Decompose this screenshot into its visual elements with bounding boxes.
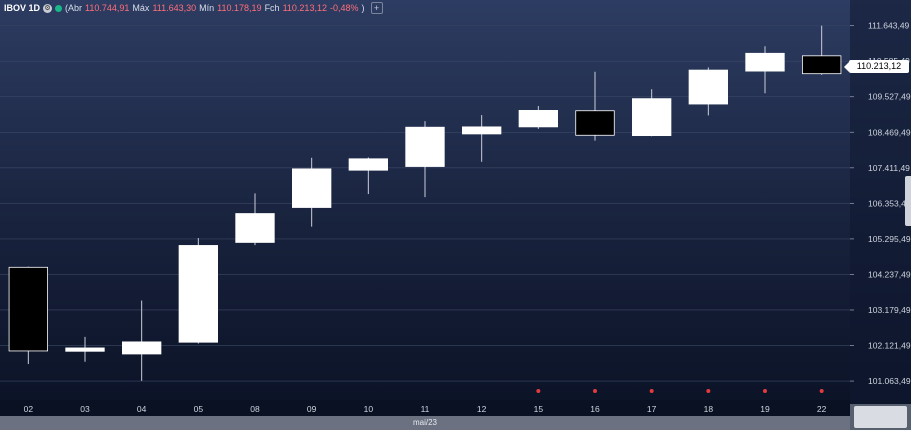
x-tick-label: 11: [421, 404, 430, 414]
candle-body-down: [802, 55, 842, 75]
x-tick-label: 08: [250, 404, 260, 414]
x-tick-label: 15: [534, 404, 544, 414]
low-value: 110.178,19: [217, 3, 262, 13]
candle-body-up: [632, 98, 672, 137]
close-value: 110.213,12: [282, 3, 327, 13]
low-label: Mín: [199, 3, 215, 13]
event-marker: [706, 389, 711, 393]
candle-body-up: [745, 52, 785, 72]
symbol-label[interactable]: IBOV 1D: [4, 3, 41, 13]
price-scale-handle[interactable]: [905, 176, 911, 226]
event-marker: [763, 389, 767, 393]
y-tick-label: 107.411,49: [868, 163, 910, 173]
y-tick-label: 105.295,49: [868, 234, 911, 244]
x-tick-label: 03: [80, 404, 90, 414]
y-tick-label: 111.643,49: [868, 21, 910, 31]
ohlc-legend: IBOV 1D ⚙ (Abr 110.744,91 Máx 111.643,30…: [4, 1, 383, 15]
open-label: (Abr: [65, 3, 83, 13]
x-tick-label: 12: [477, 404, 487, 414]
scale-settings-button[interactable]: [854, 406, 907, 428]
y-tick-label: 103.179,49: [868, 305, 911, 315]
y-tick-label: 109.527,49: [868, 92, 911, 102]
high-label: Máx: [132, 3, 150, 13]
open-value: 110.744,91: [85, 3, 130, 13]
candle-body-up: [518, 110, 558, 128]
settings-icon[interactable]: ⚙: [43, 3, 53, 13]
add-indicator-icon[interactable]: +: [370, 2, 383, 14]
candle-body-up: [461, 126, 502, 135]
x-tick-label: 16: [590, 404, 600, 414]
x-tick-label: 04: [137, 404, 147, 414]
x-tick-label: 05: [194, 404, 204, 414]
x-tick-label: 10: [364, 404, 374, 414]
event-marker: [649, 389, 654, 393]
candle-body-up: [235, 213, 275, 243]
month-label: mai/23: [0, 416, 850, 430]
time-axis-background: [0, 400, 850, 416]
candle-body-down: [8, 266, 48, 352]
candle-body-up: [688, 69, 728, 105]
x-tick-label: 02: [24, 404, 34, 414]
legend-close-paren: ): [361, 3, 365, 13]
candle-body-up: [65, 347, 105, 352]
market-status-icon: [55, 4, 63, 12]
candle-body-up: [291, 168, 332, 208]
y-tick-label: 101.063,49: [868, 376, 911, 386]
event-marker: [593, 389, 597, 393]
candle-body-up: [405, 126, 445, 167]
x-tick-label: 19: [760, 404, 770, 414]
change-value: -0,48%: [329, 3, 359, 13]
candle-body-down: [575, 110, 615, 136]
y-tick-label: 102.121,49: [868, 341, 911, 351]
y-tick-label: 108.469,49: [868, 127, 911, 137]
x-tick-label: 17: [647, 404, 657, 414]
event-marker: [819, 389, 824, 393]
x-tick-label: 09: [307, 404, 317, 414]
event-marker: [536, 389, 541, 393]
candle-body-up: [348, 158, 389, 171]
high-value: 111.643,30: [152, 3, 197, 13]
x-tick-label: 18: [704, 404, 714, 414]
last-price-label: 110.213,12: [844, 60, 909, 73]
y-tick-label: 104.237,49: [868, 269, 911, 279]
candle-body-up: [122, 341, 162, 355]
candle-body-up: [178, 245, 218, 343]
y-tick-label: 106.353,49: [868, 198, 911, 208]
x-tick-label: 22: [817, 404, 827, 414]
close-label: Fch: [264, 3, 280, 13]
